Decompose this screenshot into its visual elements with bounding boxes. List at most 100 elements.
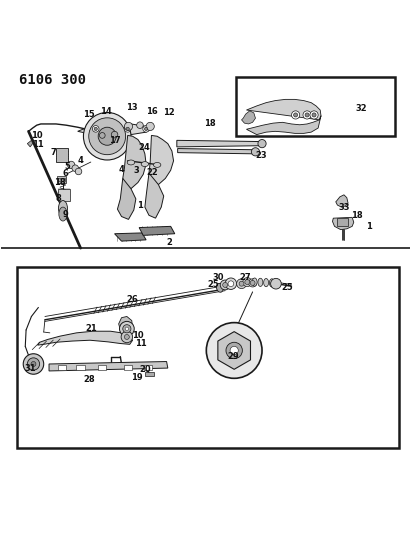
Circle shape [123, 325, 131, 333]
Polygon shape [177, 140, 263, 147]
Ellipse shape [58, 200, 67, 216]
Circle shape [293, 113, 298, 117]
Polygon shape [119, 317, 133, 335]
Circle shape [75, 168, 82, 175]
Polygon shape [37, 331, 133, 345]
Circle shape [243, 278, 252, 287]
Polygon shape [58, 189, 69, 201]
Text: 18: 18 [54, 178, 66, 187]
Text: 11: 11 [32, 140, 44, 149]
Polygon shape [242, 111, 256, 124]
Text: 18: 18 [351, 211, 363, 220]
Polygon shape [78, 123, 150, 135]
Text: 28: 28 [83, 375, 95, 384]
Text: 22: 22 [146, 168, 158, 177]
Text: 6106 300: 6106 300 [19, 73, 86, 87]
Circle shape [225, 278, 237, 289]
Text: 25: 25 [282, 284, 293, 292]
Ellipse shape [264, 279, 268, 287]
Text: 9: 9 [62, 209, 68, 219]
Text: 26: 26 [126, 295, 138, 304]
Text: 8: 8 [56, 195, 62, 204]
Circle shape [146, 122, 154, 131]
Circle shape [220, 280, 230, 290]
Circle shape [27, 358, 39, 370]
Bar [98, 365, 106, 370]
Circle shape [126, 127, 129, 131]
Polygon shape [247, 116, 321, 135]
Ellipse shape [217, 284, 223, 292]
Polygon shape [115, 233, 146, 241]
Circle shape [23, 354, 44, 374]
Circle shape [303, 111, 311, 119]
Text: 10: 10 [31, 131, 43, 140]
Bar [124, 365, 132, 370]
Circle shape [237, 279, 247, 288]
Circle shape [125, 327, 129, 330]
Bar [144, 365, 152, 370]
Polygon shape [178, 149, 256, 154]
Ellipse shape [127, 160, 135, 165]
Ellipse shape [141, 161, 148, 166]
Circle shape [226, 342, 242, 359]
Bar [57, 176, 66, 182]
Text: 12: 12 [163, 108, 175, 117]
Text: 3: 3 [133, 166, 139, 175]
Circle shape [270, 278, 281, 289]
Bar [236, 77, 395, 136]
Text: 4: 4 [78, 156, 83, 165]
Text: 24: 24 [138, 143, 150, 152]
Text: 7: 7 [50, 148, 56, 157]
Text: 17: 17 [109, 136, 120, 145]
Circle shape [92, 126, 99, 132]
Circle shape [120, 321, 134, 336]
Bar [58, 365, 66, 370]
Circle shape [228, 281, 234, 287]
Circle shape [31, 361, 36, 367]
Text: 10: 10 [132, 331, 144, 340]
Bar [76, 365, 85, 370]
Text: 30: 30 [213, 273, 224, 282]
Circle shape [249, 279, 257, 287]
Circle shape [258, 140, 266, 148]
Bar [17, 268, 399, 448]
Text: 33: 33 [338, 203, 350, 212]
Text: 6: 6 [62, 168, 68, 177]
Text: 1: 1 [367, 222, 372, 231]
Circle shape [83, 112, 131, 160]
Circle shape [305, 113, 309, 117]
Circle shape [121, 331, 133, 343]
Text: 31: 31 [24, 364, 36, 373]
Text: 20: 20 [139, 365, 151, 374]
Polygon shape [336, 195, 348, 207]
Circle shape [137, 122, 143, 128]
Polygon shape [332, 217, 354, 230]
Polygon shape [118, 179, 136, 220]
Ellipse shape [252, 278, 257, 286]
Text: 16: 16 [145, 107, 157, 116]
Text: 23: 23 [255, 151, 267, 160]
Polygon shape [218, 332, 250, 369]
Text: 5: 5 [64, 161, 70, 171]
Text: 15: 15 [83, 110, 95, 119]
Circle shape [312, 113, 316, 117]
Text: 2: 2 [166, 238, 172, 247]
Text: 19: 19 [131, 374, 143, 382]
Circle shape [145, 127, 148, 131]
Bar [58, 177, 65, 181]
Polygon shape [149, 135, 173, 184]
Text: 13: 13 [126, 103, 138, 112]
Circle shape [67, 161, 75, 168]
Polygon shape [56, 148, 68, 162]
Circle shape [206, 322, 262, 378]
Text: 4: 4 [119, 165, 125, 174]
Text: 32: 32 [356, 104, 367, 114]
Circle shape [310, 111, 318, 119]
Text: 18: 18 [204, 119, 215, 128]
Circle shape [291, 111, 300, 119]
Circle shape [89, 118, 126, 155]
Polygon shape [27, 140, 32, 147]
Circle shape [252, 148, 260, 156]
Circle shape [250, 280, 255, 285]
Text: 21: 21 [86, 324, 97, 333]
